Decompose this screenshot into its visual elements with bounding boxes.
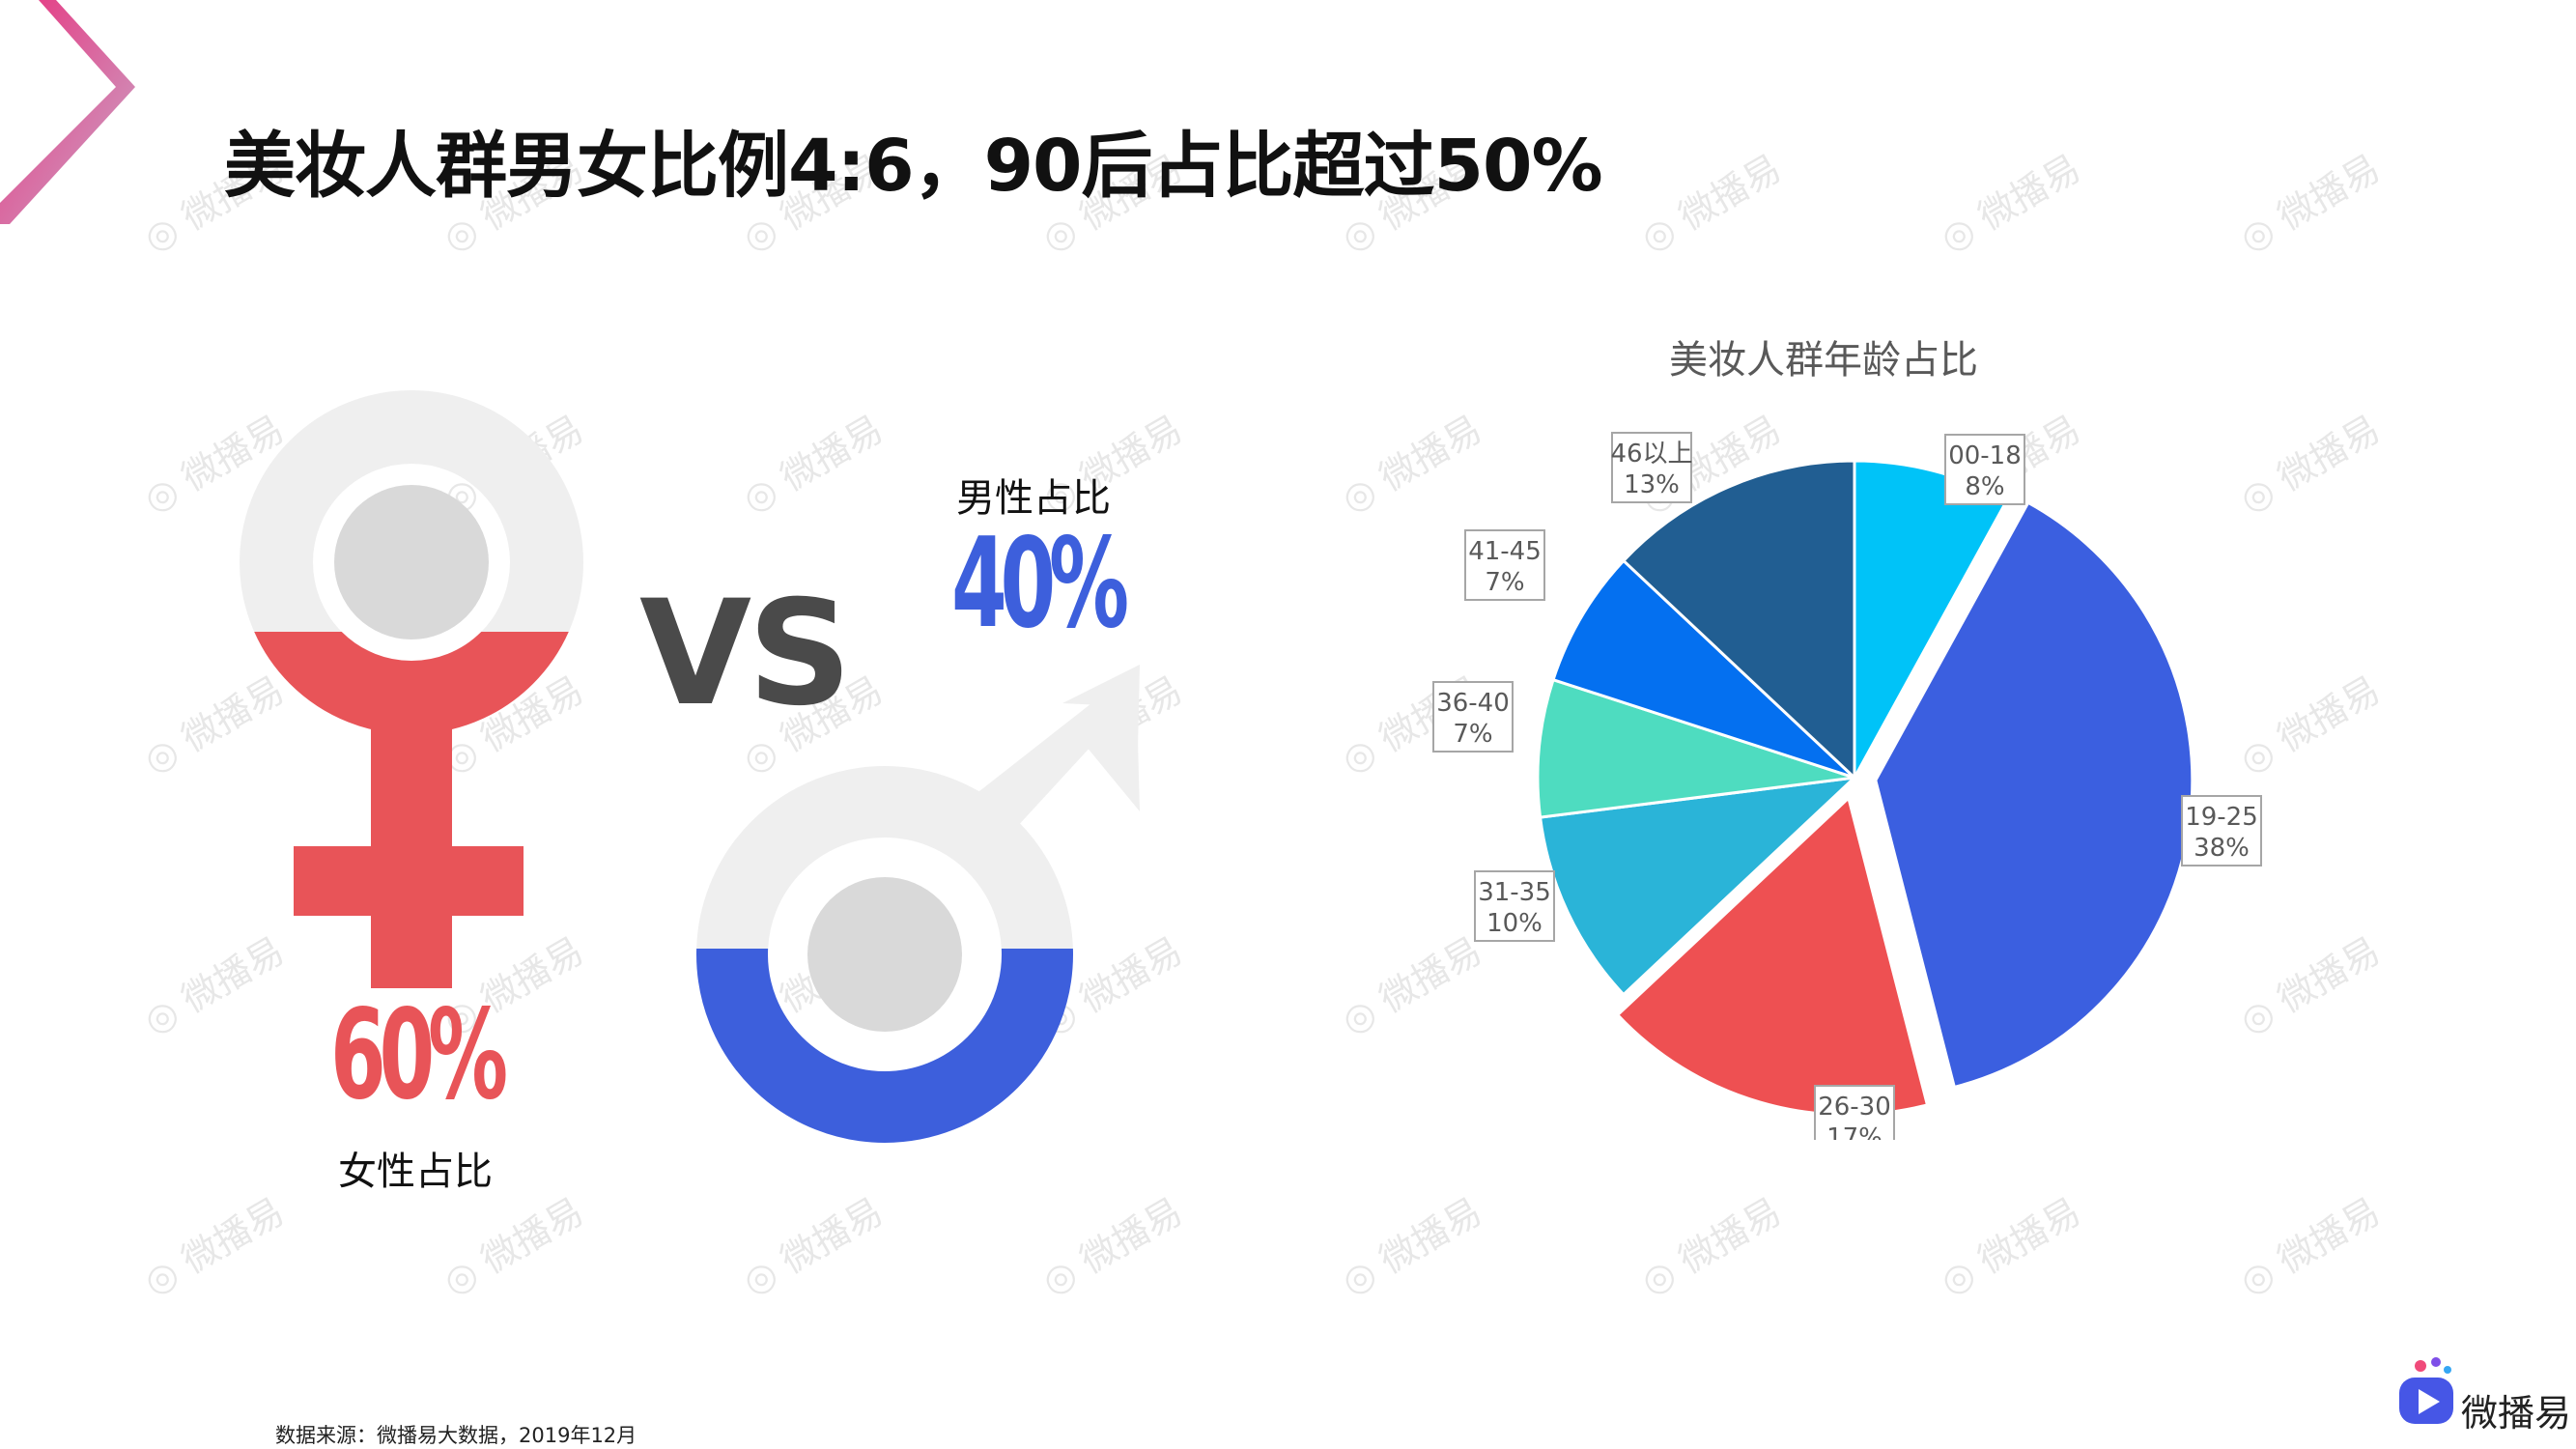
female-label: 女性占比	[338, 1150, 493, 1194]
pie-label-value: 13%	[1624, 470, 1680, 499]
pie-label-36-40: 36-407%	[1432, 681, 1514, 753]
age-pie-chart: 00-188%19-2538%26-3017%31-3510%36-407%41…	[1432, 432, 2262, 1140]
female-symbol-icon	[240, 390, 583, 988]
watermark: ◎ 微播易	[1334, 1189, 1489, 1304]
watermark: ◎ 微播易	[1933, 1189, 2088, 1304]
male-percent: 40%	[951, 512, 1129, 656]
watermark: ◎ 微播易	[735, 407, 891, 522]
vs-label: VS	[639, 570, 852, 738]
pie-slice-41-45	[1551, 558, 1856, 780]
watermark: ◎ 微播易	[1034, 1189, 1190, 1304]
logo-text: 微播易	[2461, 1392, 2572, 1435]
pie-slice-46以上	[1621, 459, 1856, 781]
watermark: ◎ 微播易	[136, 1189, 292, 1304]
pie-slice-31-35	[1538, 775, 1859, 997]
watermark: ◎ 微播易	[1933, 146, 2088, 261]
pie-slice-36-40	[1536, 677, 1855, 819]
pie-label-category: 36-40	[1436, 689, 1510, 718]
pie-label-value: 17%	[1826, 1123, 1882, 1140]
pie-label-category: 41-45	[1468, 537, 1542, 566]
chart-title: 美妆人群年龄占比	[1669, 338, 1978, 383]
pie-label-category: 26-30	[1818, 1093, 1891, 1122]
pie-label-00-18: 00-188%	[1944, 434, 2025, 505]
pie-label-value: 38%	[2194, 834, 2250, 863]
pie-label-category: 31-35	[1478, 878, 1551, 907]
male-symbol-icon	[696, 665, 1140, 1143]
logo-icon	[2399, 1357, 2453, 1424]
pie-label-value: 8%	[1965, 472, 2004, 501]
pie-label-category: 46以上	[1610, 440, 1692, 469]
male-label: 男性占比	[956, 476, 1111, 521]
watermark: ◎ 微播易	[2232, 1189, 2388, 1304]
pie-label-category: 19-25	[2185, 803, 2258, 832]
source-note: 数据来源：微播易大数据，2019年12月	[275, 1424, 637, 1447]
watermark: ◎ 微播易	[2232, 146, 2388, 261]
pie-label-value: 7%	[1485, 568, 1524, 597]
watermark: ◎ 微播易	[1633, 1189, 1789, 1304]
watermark: ◎ 微播易	[735, 1189, 891, 1304]
corner-chevron-decoration	[0, 0, 135, 224]
watermark: ◎ 微播易	[1633, 146, 1789, 261]
female-percent: 60%	[330, 983, 508, 1127]
pie-label-value: 7%	[1453, 720, 1492, 749]
pie-label-value: 10%	[1486, 909, 1543, 938]
watermark: ◎ 微播易	[436, 1189, 591, 1304]
pie-label-category: 00-18	[1948, 441, 2022, 470]
page-title: 美妆人群男女比例4:6，90后占比超过50%	[224, 125, 1603, 208]
pie-label-41-45: 41-457%	[1464, 529, 1545, 601]
